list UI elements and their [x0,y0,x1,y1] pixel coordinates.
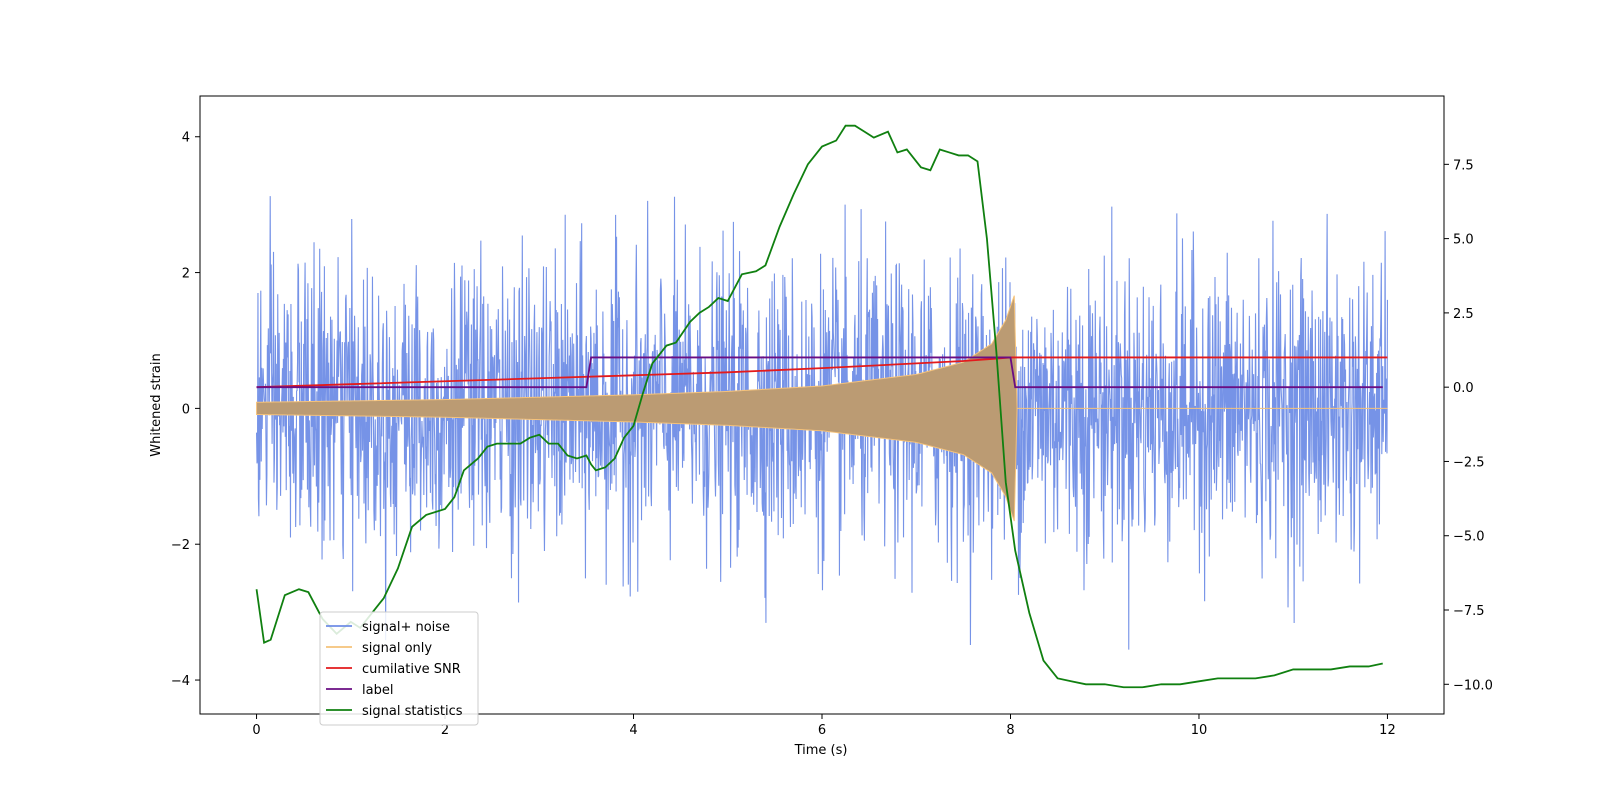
y2-tick-label: 0.0 [1453,381,1474,396]
y2-tick-label: −5.0 [1453,530,1485,545]
y2-tick-label: 5.0 [1453,233,1474,248]
x-axis: 0 2 4 6 8 10 12 [252,714,1396,738]
y2-tick-label: −10.0 [1453,678,1493,693]
y2-tick-label: −2.5 [1453,455,1485,470]
y-tick-label: −4 [171,674,190,689]
x-tick-label: 2 [441,723,449,738]
y-axis-right: −10.0 −7.5 −5.0 −2.5 0.0 2.5 5.0 7.5 [1444,158,1493,693]
x-tick-label: 12 [1379,723,1396,738]
x-tick-label: 0 [252,723,260,738]
y-axis-label: Whitened strain [149,353,164,456]
series-line-signal-only [256,295,1388,522]
legend: signal+ noise signal only cumilative SNR la… [319,611,479,726]
legend-box [319,611,479,726]
series-line-signal-statistics [255,124,1383,689]
x-tick-label: 4 [629,723,637,738]
legend-entry-label: cumilative SNR [362,662,461,677]
y-tick-label: 2 [182,267,190,282]
x-tick-label: 10 [1191,723,1208,738]
x-tick-label: 8 [1006,723,1014,738]
y2-tick-label: 2.5 [1453,307,1474,322]
x-tick-label: 6 [818,723,826,738]
series-layer [255,124,1388,689]
y-tick-label: 0 [182,402,190,417]
y2-tick-label: −7.5 [1453,604,1485,619]
x-axis-label: Time (s) [794,743,848,758]
y-tick-label: 4 [182,131,190,146]
y-tick-label: −2 [171,538,190,553]
y-axis-left: −4 −2 0 2 4 [171,131,200,689]
legend-entry-label: signal statistics [362,704,463,719]
y2-tick-label: 7.5 [1453,158,1474,173]
series-line-label [256,356,1383,389]
legend-entry-label: signal+ noise [362,620,450,635]
legend-entry-label: label [362,683,393,698]
legend-entry-label: signal only [362,641,432,656]
